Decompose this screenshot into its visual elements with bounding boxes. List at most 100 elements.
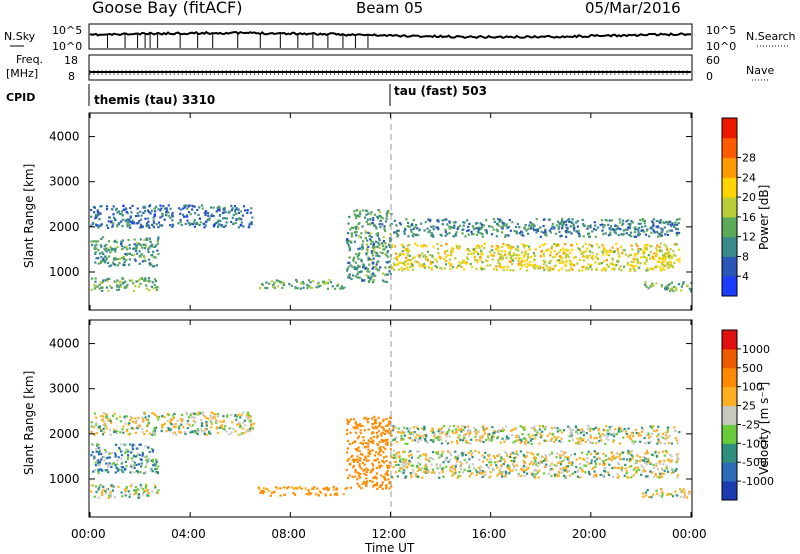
heat-cell bbox=[407, 430, 410, 433]
heat-cell bbox=[492, 254, 495, 257]
heat-cell bbox=[672, 470, 675, 474]
heat-cell bbox=[340, 285, 343, 288]
heat-cell bbox=[92, 470, 95, 473]
heat-cell bbox=[354, 422, 357, 425]
heat-cell bbox=[516, 464, 519, 467]
heat-cell bbox=[517, 264, 520, 267]
heat-cell bbox=[150, 468, 153, 471]
heat-cell bbox=[468, 475, 471, 478]
heat-cell bbox=[602, 452, 605, 455]
heat-cell bbox=[313, 486, 316, 489]
heat-cell bbox=[356, 255, 359, 258]
heat-cell bbox=[527, 232, 530, 235]
heat-cell bbox=[126, 212, 129, 215]
heat-cell bbox=[560, 223, 563, 226]
heat-cell bbox=[407, 436, 410, 439]
heat-cell bbox=[367, 212, 370, 215]
heat-cell bbox=[520, 251, 524, 254]
heat-cell bbox=[618, 463, 621, 466]
heat-cell bbox=[595, 268, 598, 271]
heat-cell bbox=[640, 473, 643, 476]
heat-cell bbox=[505, 472, 508, 475]
heat-cell bbox=[319, 491, 322, 494]
heat-cell bbox=[346, 232, 350, 235]
heat-cell bbox=[472, 226, 475, 229]
heat-cell bbox=[497, 252, 500, 255]
heat-cell bbox=[153, 214, 156, 218]
heat-cell bbox=[246, 411, 250, 415]
heat-cell bbox=[409, 259, 412, 262]
heat-cell bbox=[108, 494, 111, 497]
heat-cell bbox=[109, 245, 112, 248]
heat-cell bbox=[387, 212, 390, 215]
heat-cell bbox=[265, 281, 268, 284]
heat-cell bbox=[99, 212, 102, 215]
heat-cell bbox=[144, 416, 147, 419]
heat-cell bbox=[361, 442, 364, 446]
heat-cell bbox=[135, 463, 138, 466]
heat-cell bbox=[667, 284, 670, 287]
heat-cell bbox=[121, 248, 124, 251]
heat-cell bbox=[115, 466, 118, 469]
heat-cell bbox=[389, 272, 392, 275]
heat-cell bbox=[417, 465, 420, 469]
heat-cell bbox=[402, 466, 405, 469]
heat-cell bbox=[348, 273, 351, 276]
heat-cell bbox=[348, 420, 351, 423]
heat-cell bbox=[632, 221, 635, 224]
heat-cell bbox=[518, 232, 521, 235]
heat-cell bbox=[479, 472, 482, 475]
heat-cell bbox=[622, 436, 625, 439]
heat-cell bbox=[572, 472, 575, 475]
heat-cell bbox=[436, 467, 439, 470]
heat-cell bbox=[420, 222, 423, 225]
heat-cell bbox=[623, 249, 626, 252]
heat-cell bbox=[104, 448, 107, 452]
heat-cell bbox=[562, 252, 565, 255]
heat-cell bbox=[388, 482, 391, 485]
heat-cell bbox=[479, 468, 482, 471]
heat-cell bbox=[661, 256, 664, 259]
heat-cell bbox=[371, 221, 374, 225]
heat-cell bbox=[270, 280, 273, 283]
heat-cell bbox=[669, 260, 672, 263]
heat-cell bbox=[369, 213, 372, 216]
heat-cell bbox=[186, 420, 189, 423]
heat-cell bbox=[452, 424, 455, 428]
heat-cell bbox=[475, 227, 478, 230]
heat-cell bbox=[666, 220, 669, 223]
heat-cell bbox=[608, 457, 611, 461]
heat-cell bbox=[377, 237, 381, 240]
heat-cell bbox=[348, 261, 351, 264]
heat-cell bbox=[475, 233, 479, 236]
heat-cell bbox=[509, 469, 512, 472]
heat-cell bbox=[159, 204, 162, 207]
heat-cell bbox=[111, 489, 114, 492]
colorbar-bin-3 bbox=[722, 424, 737, 444]
heat-cell bbox=[618, 255, 621, 258]
heat-cell bbox=[101, 286, 105, 289]
heat-cell bbox=[349, 264, 352, 267]
heat-cell bbox=[544, 457, 547, 461]
heat-cell bbox=[370, 235, 373, 239]
heat-cell bbox=[141, 253, 144, 256]
heat-cell bbox=[240, 432, 244, 435]
heat-cell bbox=[235, 418, 238, 421]
heat-cell bbox=[116, 225, 119, 228]
heat-cell bbox=[547, 472, 550, 475]
heat-cell bbox=[430, 261, 433, 264]
heat-cell bbox=[315, 493, 318, 496]
heat-cell bbox=[587, 425, 590, 428]
heat-cell bbox=[423, 254, 427, 257]
heat-cell bbox=[439, 463, 442, 466]
heat-cell bbox=[586, 247, 589, 250]
heat-cell bbox=[428, 229, 431, 232]
heat-cell bbox=[494, 461, 497, 464]
heat-cell bbox=[135, 447, 138, 450]
heat-cell bbox=[121, 460, 124, 463]
heat-cell bbox=[382, 426, 385, 429]
heat-cell bbox=[508, 465, 511, 468]
heat-cell bbox=[643, 436, 646, 440]
heat-cell bbox=[187, 221, 190, 225]
heat-cell bbox=[246, 209, 249, 212]
